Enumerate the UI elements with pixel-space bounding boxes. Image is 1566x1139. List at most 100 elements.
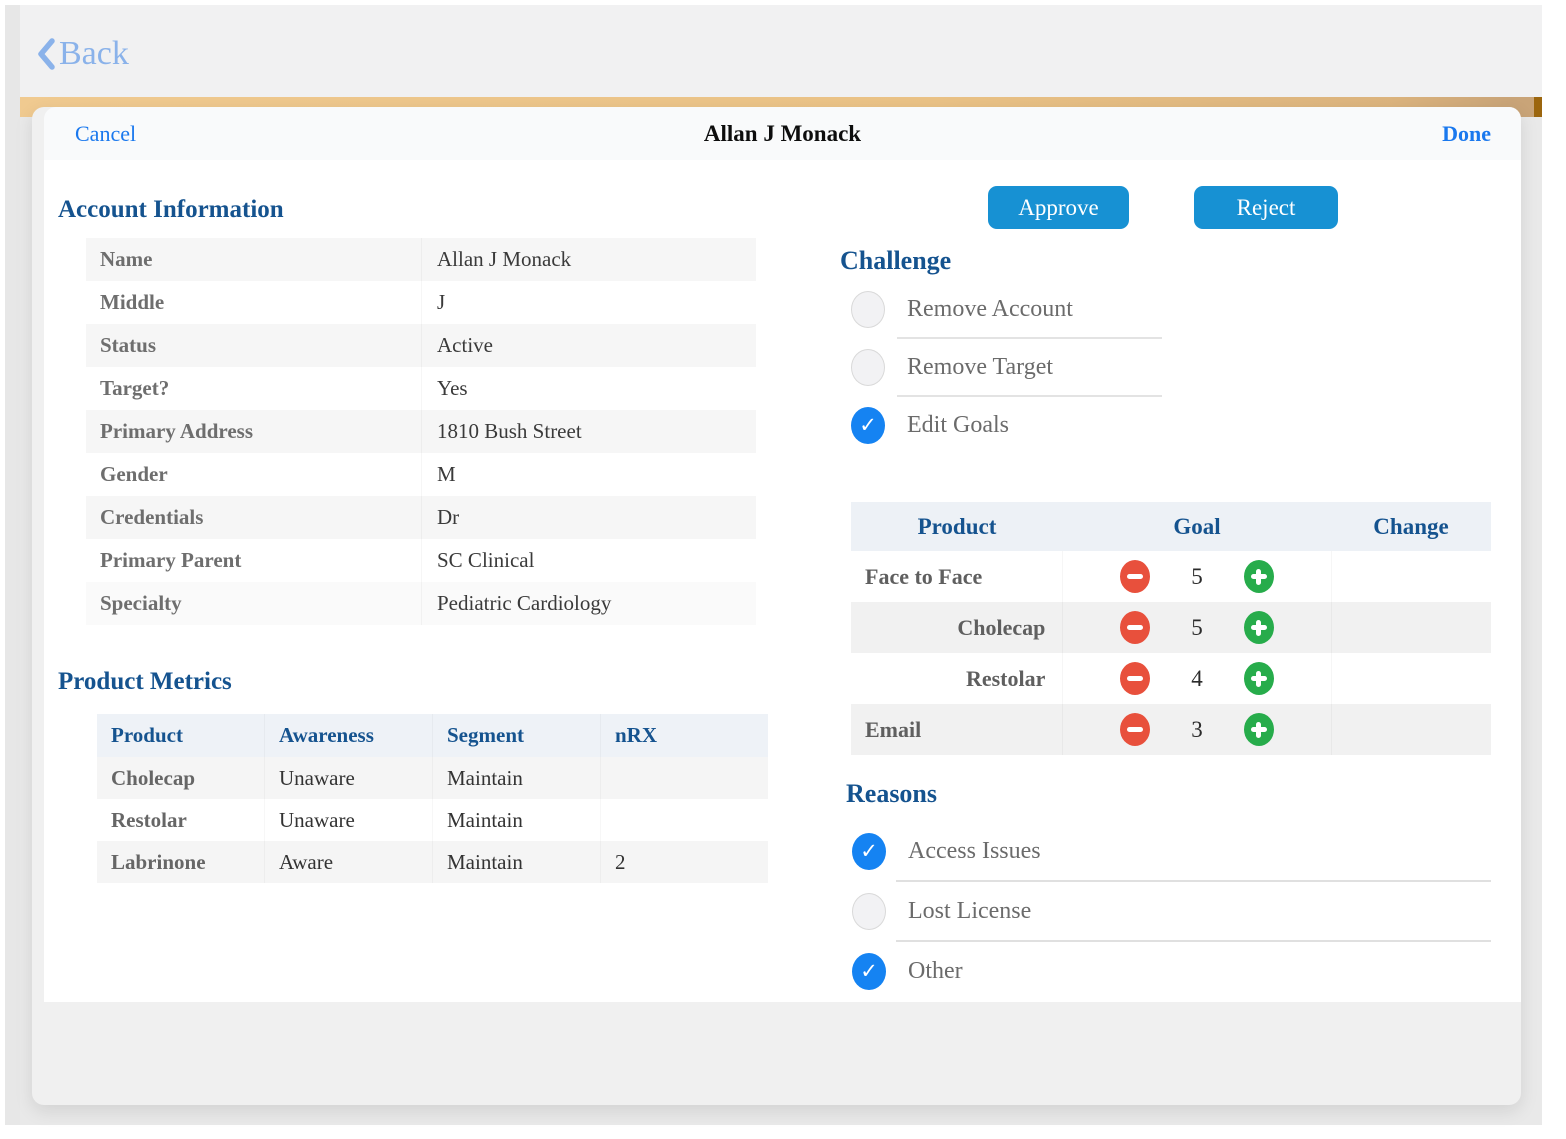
goal-row-restolar: Restolar 4 — [851, 653, 1491, 704]
record-modal-sheet: Cancel Allan J Monack Done Account Infor… — [32, 107, 1521, 1105]
goal-value: 4 — [1191, 665, 1203, 691]
product-metrics-heading: Product Metrics — [58, 668, 232, 695]
column-header: Product — [917, 513, 997, 539]
nrx-cell — [600, 757, 768, 799]
reasons-heading: Reasons — [846, 779, 938, 808]
nrx-cell — [600, 799, 768, 841]
field-value: Yes — [437, 376, 468, 400]
app-edge-gutter — [5, 5, 20, 1125]
field-label: Status — [86, 324, 422, 367]
product-cell: Labrinone — [111, 849, 206, 874]
segment-cell: Maintain — [432, 799, 600, 841]
field-value: SC Clinical — [437, 548, 535, 572]
plus-icon[interactable] — [1243, 611, 1274, 644]
checkbox-option-label: Access Issues — [908, 837, 1041, 864]
goal-product-label: Cholecap — [957, 614, 1046, 640]
plus-icon[interactable] — [1243, 560, 1274, 593]
field-label: Credentials — [86, 496, 422, 539]
radio-option-label: Remove Target — [907, 353, 1054, 380]
field-label: Name — [86, 238, 422, 281]
product-metrics-table: Product Awareness Segment nRX Cholecap U… — [97, 714, 768, 883]
table-row: Primary Address 1810 Bush Street — [86, 410, 756, 453]
field-label: Primary Address — [86, 410, 422, 453]
check-icon — [859, 415, 877, 436]
plus-icon[interactable] — [1243, 713, 1274, 746]
field-value: Active — [437, 333, 493, 357]
checkbox-option-label: Other — [908, 957, 963, 984]
checkbox-unchecked-icon[interactable] — [852, 892, 886, 930]
checkbox-checked-icon[interactable] — [852, 952, 886, 990]
page-title: Allan J Monack — [703, 120, 862, 146]
radio-option-edit-goals[interactable]: Edit Goals — [851, 397, 1491, 453]
goal-stepper: 5 — [1062, 551, 1330, 602]
radio-option-label: Edit Goals — [907, 411, 1009, 438]
field-value: Allan J Monack — [437, 247, 572, 271]
table-header-row: Product Goal Change — [851, 502, 1491, 551]
radio-option-remove-account[interactable]: Remove Account — [851, 281, 1491, 337]
field-value: M — [437, 462, 456, 486]
column-header: Change — [1373, 513, 1449, 539]
table-row: Labrinone Aware Maintain 2 — [97, 841, 768, 883]
segment-cell: Maintain — [432, 757, 600, 799]
change-cell — [1331, 653, 1491, 704]
field-label: Gender — [86, 453, 422, 496]
goal-product-label: Face to Face — [865, 563, 983, 589]
goal-row-cholecap: Cholecap 5 — [851, 602, 1491, 653]
account-information-table: Name Allan J Monack Middle J Status Acti… — [86, 238, 756, 625]
change-cell — [1331, 602, 1491, 653]
navigation-bar: Back — [20, 5, 1542, 97]
chevron-left-icon — [36, 37, 56, 71]
modal-header: Cancel Allan J Monack Done — [44, 107, 1521, 161]
minus-icon[interactable] — [1119, 713, 1150, 746]
field-value: J — [437, 290, 446, 314]
minus-icon[interactable] — [1119, 662, 1150, 695]
checkbox-checked-icon[interactable] — [852, 832, 886, 870]
table-row: Restolar Unaware Maintain — [97, 799, 768, 841]
cancel-button[interactable]: Cancel — [75, 120, 137, 146]
reasons-options: Access Issues Lost License Other — [852, 822, 1491, 1000]
awareness-cell: Aware — [264, 841, 432, 883]
reject-button[interactable]: Reject — [1194, 186, 1338, 229]
accent-bar-end-cap — [1534, 97, 1542, 117]
challenge-options: Remove Account Remove Target Edit Goals — [851, 281, 1491, 453]
divider — [897, 395, 1162, 397]
minus-icon[interactable] — [1119, 560, 1150, 593]
goal-value: 3 — [1191, 716, 1203, 742]
checkbox-option-other[interactable]: Other — [852, 942, 1491, 1000]
approve-button[interactable]: Approve — [988, 186, 1129, 229]
back-button[interactable]: Back — [36, 35, 129, 73]
goal-row-face-to-face: Face to Face 5 — [851, 551, 1491, 602]
back-label: Back — [59, 35, 129, 72]
minus-icon[interactable] — [1119, 611, 1150, 644]
radio-option-label: Remove Account — [907, 295, 1073, 322]
checkbox-option-access-issues[interactable]: Access Issues — [852, 822, 1491, 880]
table-body: Cholecap Unaware Maintain Restolar Unawa… — [97, 757, 768, 883]
radio-option-remove-target[interactable]: Remove Target — [851, 339, 1491, 395]
plus-icon[interactable] — [1243, 662, 1274, 695]
field-label: Middle — [86, 281, 422, 324]
goal-product-label: Restolar — [965, 665, 1046, 691]
product-cell: Restolar — [111, 807, 187, 832]
segment-cell: Maintain — [432, 841, 600, 883]
goal-stepper: 3 — [1062, 704, 1330, 755]
goal-stepper: 5 — [1062, 602, 1330, 653]
table-row: Gender M — [86, 453, 756, 496]
field-label: Primary Parent — [86, 539, 422, 582]
goal-row-email: Email 3 — [851, 704, 1491, 755]
table-header-row: Product Awareness Segment nRX — [97, 714, 768, 757]
divider — [897, 337, 1162, 339]
done-button[interactable]: Done — [1442, 120, 1491, 146]
awareness-cell: Unaware — [264, 757, 432, 799]
field-value: Dr — [437, 505, 460, 529]
product-cell: Cholecap — [111, 765, 195, 790]
table-row: Primary Parent SC Clinical — [86, 539, 756, 582]
table-row: Specialty Pediatric Cardiology — [86, 582, 756, 625]
checkbox-option-lost-license[interactable]: Lost License — [852, 882, 1491, 940]
column-header: Segment — [432, 714, 600, 757]
radio-unchecked-icon[interactable] — [851, 348, 885, 386]
radio-checked-icon[interactable] — [851, 406, 885, 444]
change-cell — [1331, 704, 1491, 755]
radio-unchecked-icon[interactable] — [851, 290, 885, 328]
field-label: Target? — [86, 367, 422, 410]
check-icon — [860, 841, 878, 862]
